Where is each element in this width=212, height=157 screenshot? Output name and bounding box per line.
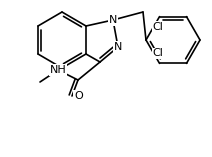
- Text: NH: NH: [50, 65, 66, 75]
- Text: N: N: [109, 15, 117, 25]
- Text: O: O: [74, 91, 83, 101]
- Text: Cl: Cl: [152, 22, 163, 32]
- Text: Cl: Cl: [152, 48, 163, 58]
- Text: N: N: [114, 42, 122, 52]
